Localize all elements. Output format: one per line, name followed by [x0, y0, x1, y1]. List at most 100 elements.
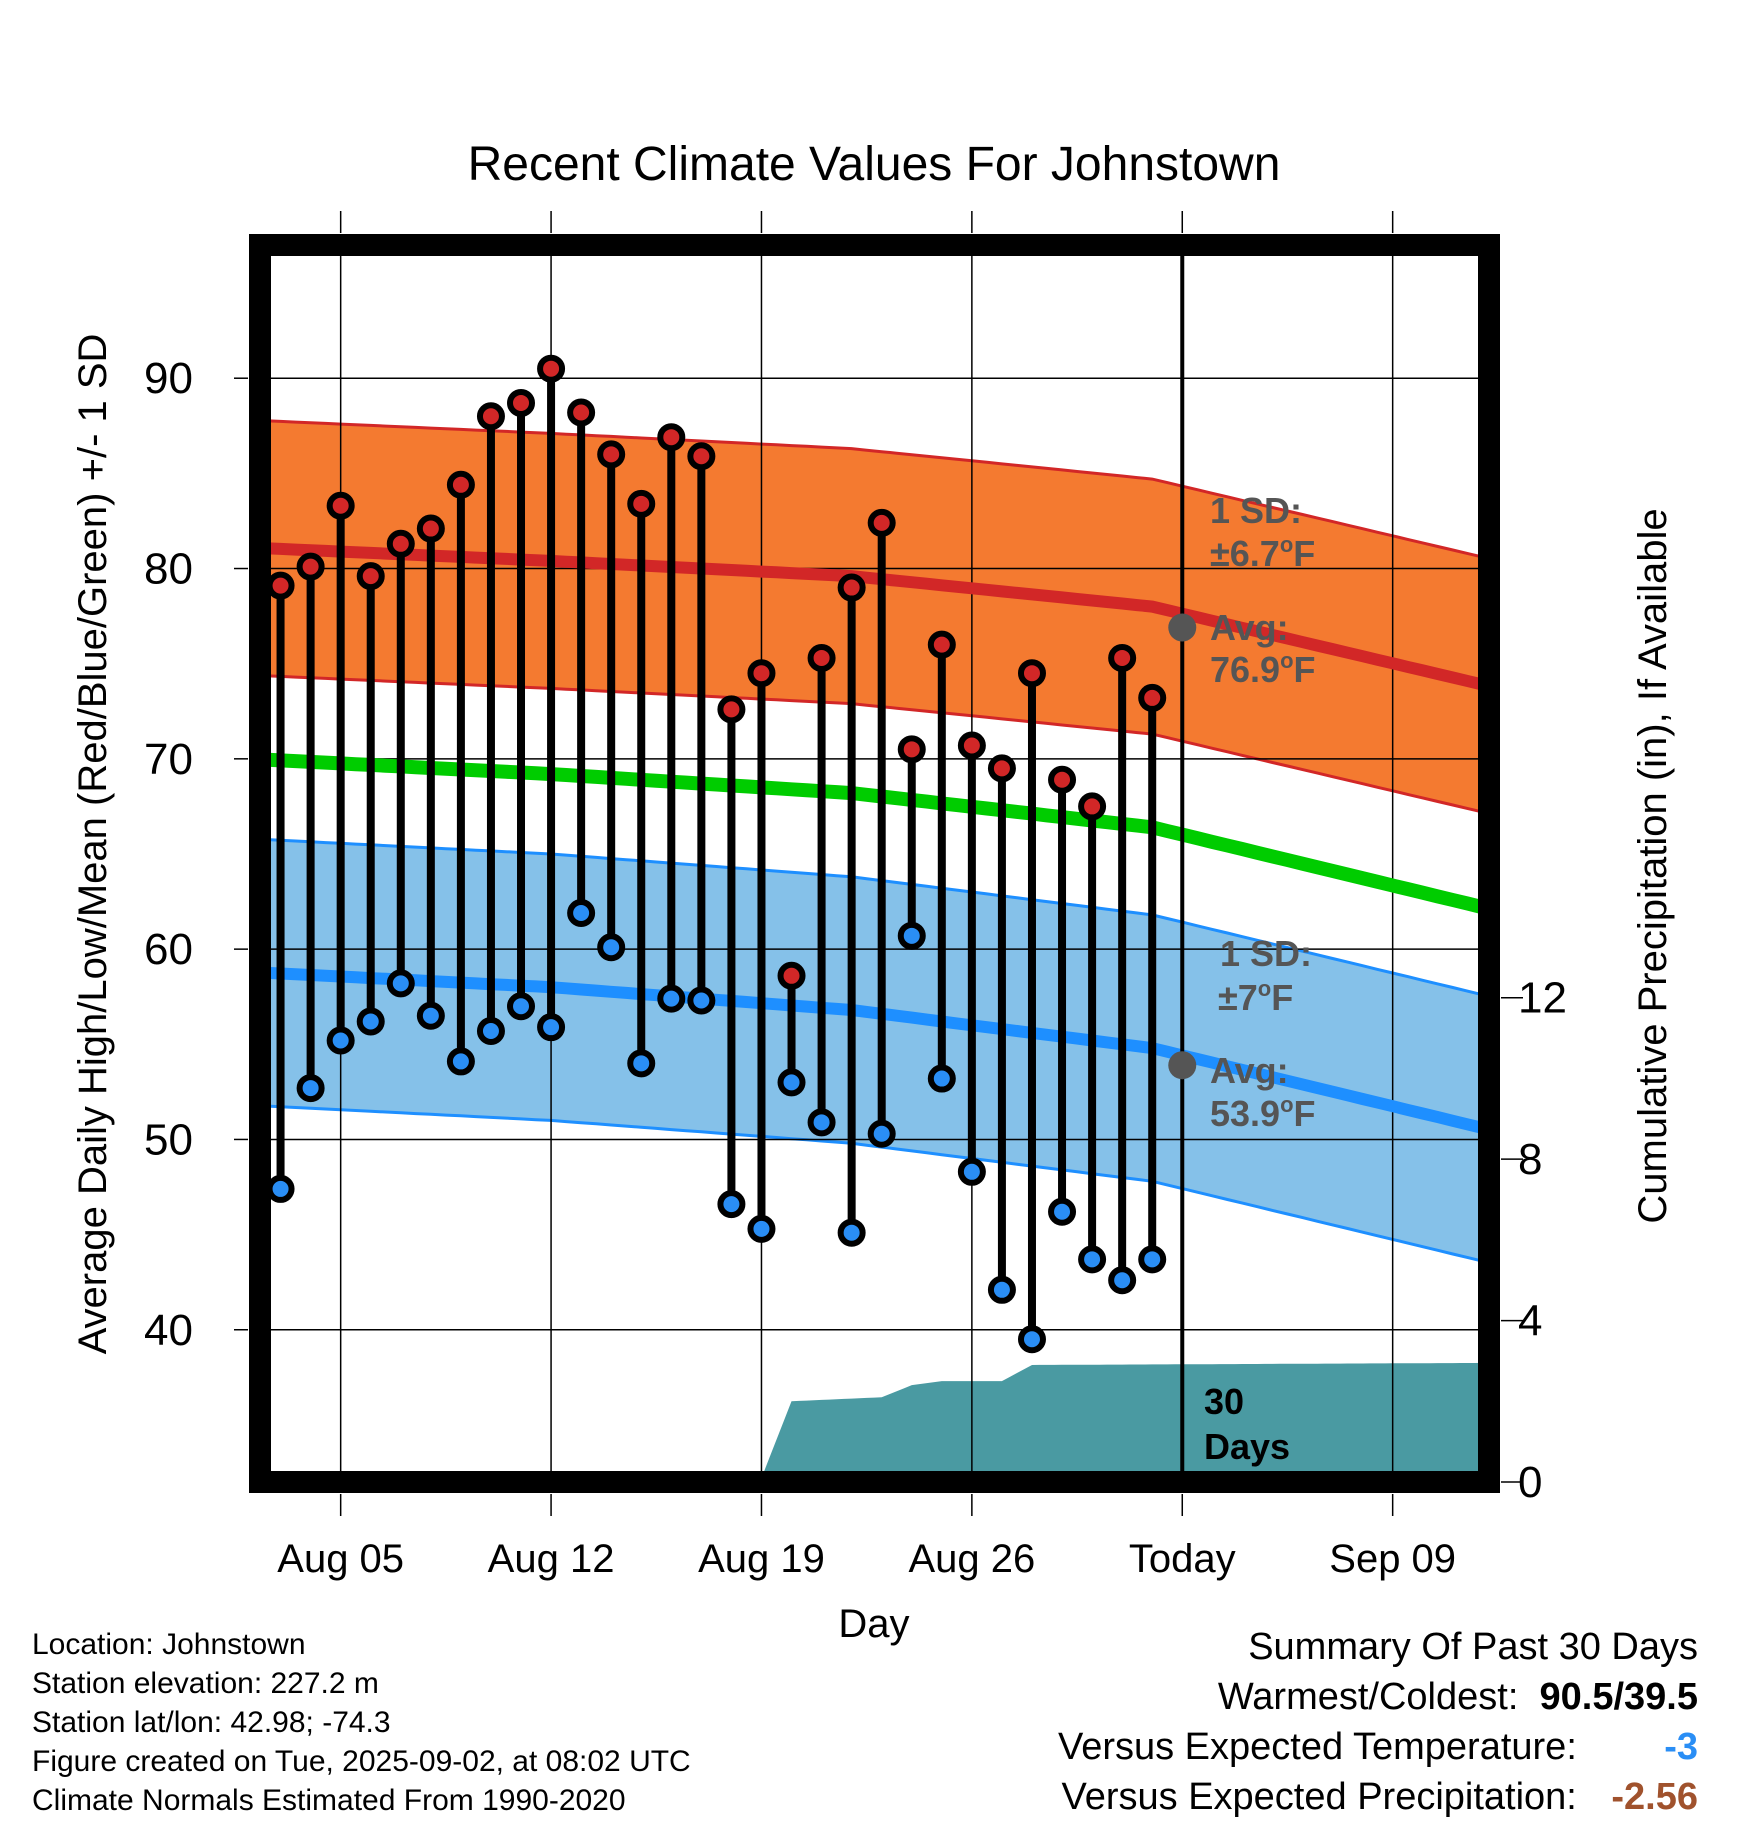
daily-low-point: [356, 1007, 385, 1036]
low-avg-value: 53.9oF: [1210, 1092, 1316, 1134]
high-avg-value: 76.9oF: [1210, 648, 1316, 690]
y-tick-label: 90: [144, 354, 193, 403]
daily-high-point: [1048, 765, 1077, 794]
chart-title: Recent Climate Values For Johnstown: [468, 138, 1281, 191]
daily-low-point: [867, 1119, 896, 1148]
daily-low-point: [657, 984, 686, 1013]
y2-tick-label: 0: [1518, 1458, 1542, 1507]
summary-title: Summary Of Past 30 Days: [1248, 1626, 1698, 1668]
daily-low-point: [837, 1218, 866, 1247]
daily-high-point: [266, 571, 295, 600]
y-tick-label: 50: [144, 1115, 193, 1164]
daily-low-point: [987, 1275, 1016, 1304]
daily-high-point: [1078, 792, 1107, 821]
high-sd-lower-edge: [260, 674, 1484, 814]
daily-high-point: [1017, 659, 1046, 688]
daily-low-point: [507, 992, 536, 1021]
precip-row: Versus Expected Precipitation: -2.56: [1058, 1772, 1698, 1822]
warm-cold-value: 90.5/39.5: [1539, 1676, 1698, 1718]
daily-high-point: [567, 398, 596, 427]
elevation-text: Station elevation: 227.2 m: [32, 1667, 379, 1700]
daily-low-point: [957, 1157, 986, 1186]
daily-low-point: [416, 1001, 445, 1030]
daily-high-point: [777, 961, 806, 990]
y-tick-label: 40: [144, 1306, 193, 1355]
y-axis-label: Average Daily High/Low/Mean (Red/Blue/Gr…: [71, 334, 115, 1355]
plot-frame: [249, 234, 1500, 1493]
precip-area: [260, 1362, 1483, 1482]
x-tick-label: Today: [1129, 1537, 1236, 1581]
daily-low-point: [537, 1013, 566, 1042]
daily-low-point: [1138, 1245, 1167, 1274]
normal-high-line: [260, 542, 1485, 691]
daily-low-point: [1017, 1325, 1046, 1354]
high-sd-value: ±6.7oF: [1210, 532, 1315, 574]
daily-high-point: [627, 489, 656, 518]
daily-low-point: [1108, 1266, 1137, 1295]
daily-high-point: [416, 514, 445, 543]
daily-low-point: [687, 986, 716, 1015]
days-label-line2: Days: [1204, 1426, 1290, 1467]
daily-low-point: [927, 1064, 956, 1093]
low-sd-label: 1 SD:: [1220, 933, 1312, 974]
daily-high-point: [507, 388, 536, 417]
high-sd-upper-edge: [260, 418, 1484, 559]
temp-value: -3: [1664, 1726, 1698, 1768]
y-tick-label: 80: [144, 545, 193, 594]
daily-high-point: [957, 731, 986, 760]
daily-high-point: [326, 491, 355, 520]
x-tick-label: Aug 26: [908, 1537, 1035, 1581]
y2-tick-label: 12: [1518, 974, 1567, 1023]
precip-label: Versus Expected Precipitation:: [1061, 1776, 1577, 1818]
latlon-text: Station lat/lon: 42.98; -74.3: [32, 1706, 391, 1739]
high-sd-label: 1 SD:: [1210, 490, 1302, 531]
daily-high-point: [476, 402, 505, 431]
daily-high-point: [296, 552, 325, 581]
daily-high-point: [837, 573, 866, 602]
low-sd-lower-edge: [260, 1104, 1484, 1263]
low-sd-band: [260, 839, 1483, 1262]
daily-high-point: [897, 735, 926, 764]
low-sd-value: ±7oF: [1218, 976, 1293, 1018]
daily-low-point: [1048, 1197, 1077, 1226]
daily-high-point: [446, 470, 475, 499]
created-text: Figure created on Tue, 2025-09-02, at 08…: [32, 1745, 691, 1778]
y-tick-label: 70: [144, 735, 193, 784]
daily-low-point: [627, 1049, 656, 1078]
station-info: Location: Johnstown Station elevation: 2…: [32, 1625, 691, 1820]
daily-low-point: [807, 1108, 836, 1137]
daily-low-point: [296, 1074, 325, 1103]
x-axis-label: Day: [838, 1602, 909, 1646]
daily-high-point: [867, 508, 896, 537]
y2-tick-label: 4: [1518, 1297, 1542, 1346]
x-tick-label: Aug 05: [277, 1537, 404, 1581]
daily-low-point: [717, 1190, 746, 1219]
low-sd-upper-edge: [260, 837, 1484, 997]
warm-cold-row: Warmest/Coldest: 90.5/39.5: [1058, 1672, 1698, 1722]
daily-high-point: [927, 630, 956, 659]
precip-value: -2.56: [1611, 1776, 1698, 1818]
high-avg-label: Avg:: [1210, 607, 1289, 648]
daily-low-point: [747, 1214, 776, 1243]
daily-high-point: [537, 354, 566, 383]
high-sd-band: [260, 420, 1483, 813]
daily-high-point: [807, 643, 836, 672]
y2-tick-label: 8: [1518, 1135, 1542, 1184]
high-avg-marker: [1168, 613, 1197, 642]
daily-low-point: [476, 1016, 505, 1045]
y-tick-label: 60: [144, 925, 193, 974]
daily-high-point: [747, 659, 776, 688]
daily-high-point: [717, 695, 746, 724]
temp-label: Versus Expected Temperature:: [1057, 1726, 1577, 1768]
daily-low-point: [1078, 1245, 1107, 1274]
temp-row: Versus Expected Temperature: -3: [1058, 1722, 1698, 1772]
x-tick-label: Sep 09: [1329, 1537, 1456, 1581]
location-text: Location: Johnstown: [32, 1628, 306, 1661]
x-tick-label: Aug 19: [698, 1537, 825, 1581]
warm-cold-label: Warmest/Coldest:: [1217, 1676, 1519, 1718]
daily-high-point: [1108, 643, 1137, 672]
daily-high-point: [657, 423, 686, 452]
daily-low-point: [266, 1174, 295, 1203]
